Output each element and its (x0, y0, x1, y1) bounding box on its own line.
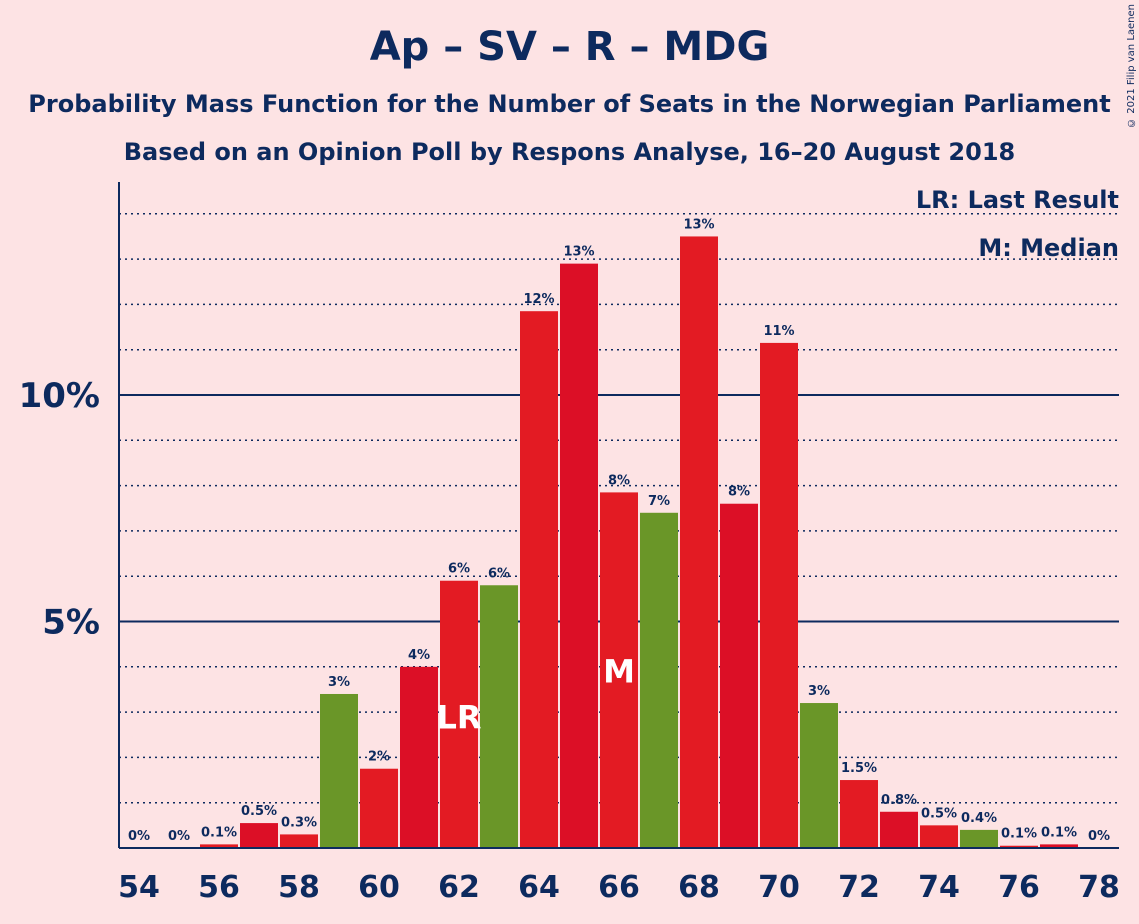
data-label-seat-61: 4% (408, 648, 430, 663)
data-label-seat-55: 0% (168, 829, 190, 844)
bar-seat-57 (240, 823, 278, 848)
data-label-seat-60: 2% (368, 750, 390, 765)
bar-seat-69 (720, 503, 758, 848)
data-label-seat-57: 0.5% (241, 804, 277, 819)
data-label-seat-73: 0.8% (881, 793, 917, 808)
data-label-seat-72: 1.5% (841, 761, 877, 776)
bar-seat-59 (320, 693, 358, 848)
bar-seat-72 (840, 780, 878, 848)
data-label-seat-76: 0.1% (1001, 827, 1037, 842)
bar-seat-70 (760, 342, 798, 848)
data-label-seat-65: 13% (563, 245, 594, 260)
x-tick-label: 62 (438, 870, 480, 905)
data-label-seat-59: 3% (328, 675, 350, 690)
y-axis-labels: 5% 10% (19, 376, 100, 643)
data-label-seat-74: 0.5% (921, 806, 957, 821)
x-tick-label: 54 (118, 870, 160, 905)
bar-seat-71 (800, 703, 838, 848)
bar-seat-68 (680, 236, 718, 848)
data-label-seat-67: 7% (648, 494, 670, 509)
y-tick-label: 10% (19, 376, 100, 416)
marker-lr: LR (436, 699, 481, 737)
bars (200, 236, 1078, 848)
bar-seat-64 (520, 311, 558, 848)
bar-seat-66 (600, 492, 638, 848)
x-tick-label: 68 (678, 870, 720, 905)
data-label-seat-68: 13% (683, 217, 714, 232)
bar-seat-75 (960, 829, 998, 848)
x-tick-label: 74 (918, 870, 960, 905)
data-label-seat-66: 8% (608, 473, 630, 488)
bar-seat-61 (400, 666, 438, 848)
data-label-seat-58: 0.3% (281, 815, 317, 830)
x-tick-label: 60 (358, 870, 400, 905)
bar-seat-58 (280, 834, 318, 848)
bar-seat-56 (200, 844, 238, 848)
data-label-seat-77: 0.1% (1041, 825, 1077, 840)
marker-m: M (603, 652, 635, 690)
bar-seat-63 (480, 585, 518, 848)
data-label-seat-63: 6% (488, 566, 510, 581)
x-tick-label: 70 (758, 870, 800, 905)
x-tick-label: 72 (838, 870, 880, 905)
bar-seat-73 (880, 811, 918, 848)
legend-median: M: Median (978, 234, 1119, 262)
x-tick-label: 66 (598, 870, 640, 905)
data-label-seat-62: 6% (448, 562, 470, 577)
data-label-seat-78: 0% (1088, 829, 1110, 844)
x-tick-label: 76 (998, 870, 1040, 905)
data-label-seat-56: 0.1% (201, 825, 237, 840)
data-label-seat-69: 8% (728, 485, 750, 500)
bar-seat-67 (640, 512, 678, 848)
data-label-seat-70: 11% (763, 324, 794, 339)
legend-last-result: LR: Last Result (915, 186, 1119, 214)
bar-seat-62 (440, 580, 478, 848)
y-tick-label: 5% (42, 603, 100, 643)
bar-seat-65 (560, 263, 598, 848)
data-label-seat-64: 12% (523, 292, 554, 307)
data-label-seat-75: 0.4% (961, 811, 997, 826)
x-tick-label: 58 (278, 870, 320, 905)
data-label-seat-71: 3% (808, 684, 830, 699)
bar-seat-74 (920, 825, 958, 848)
x-tick-label: 56 (198, 870, 240, 905)
chart-title: Ap – SV – R – MDG (369, 24, 770, 70)
x-axis-labels: 54 56 58 60 62 64 66 68 70 72 74 76 78 (118, 870, 1120, 905)
x-tick-label: 64 (518, 870, 560, 905)
x-tick-label: 78 (1078, 870, 1120, 905)
bar-seat-76 (1000, 845, 1038, 848)
data-label-seat-54: 0% (128, 829, 150, 844)
markers: LR M (436, 652, 634, 736)
chart-subtitle-2: Based on an Opinion Poll by Respons Anal… (123, 138, 1016, 166)
chart-subtitle-1: Probability Mass Function for the Number… (28, 90, 1111, 118)
data-labels: 0% 0% 0.1% 0.5% 0.3% 3% 2% 4% 6% 6% 12% 13% 8% 7% 13% 8… (128, 217, 1110, 844)
bar-seat-77 (1040, 844, 1078, 848)
bar-seat-60 (360, 768, 398, 848)
